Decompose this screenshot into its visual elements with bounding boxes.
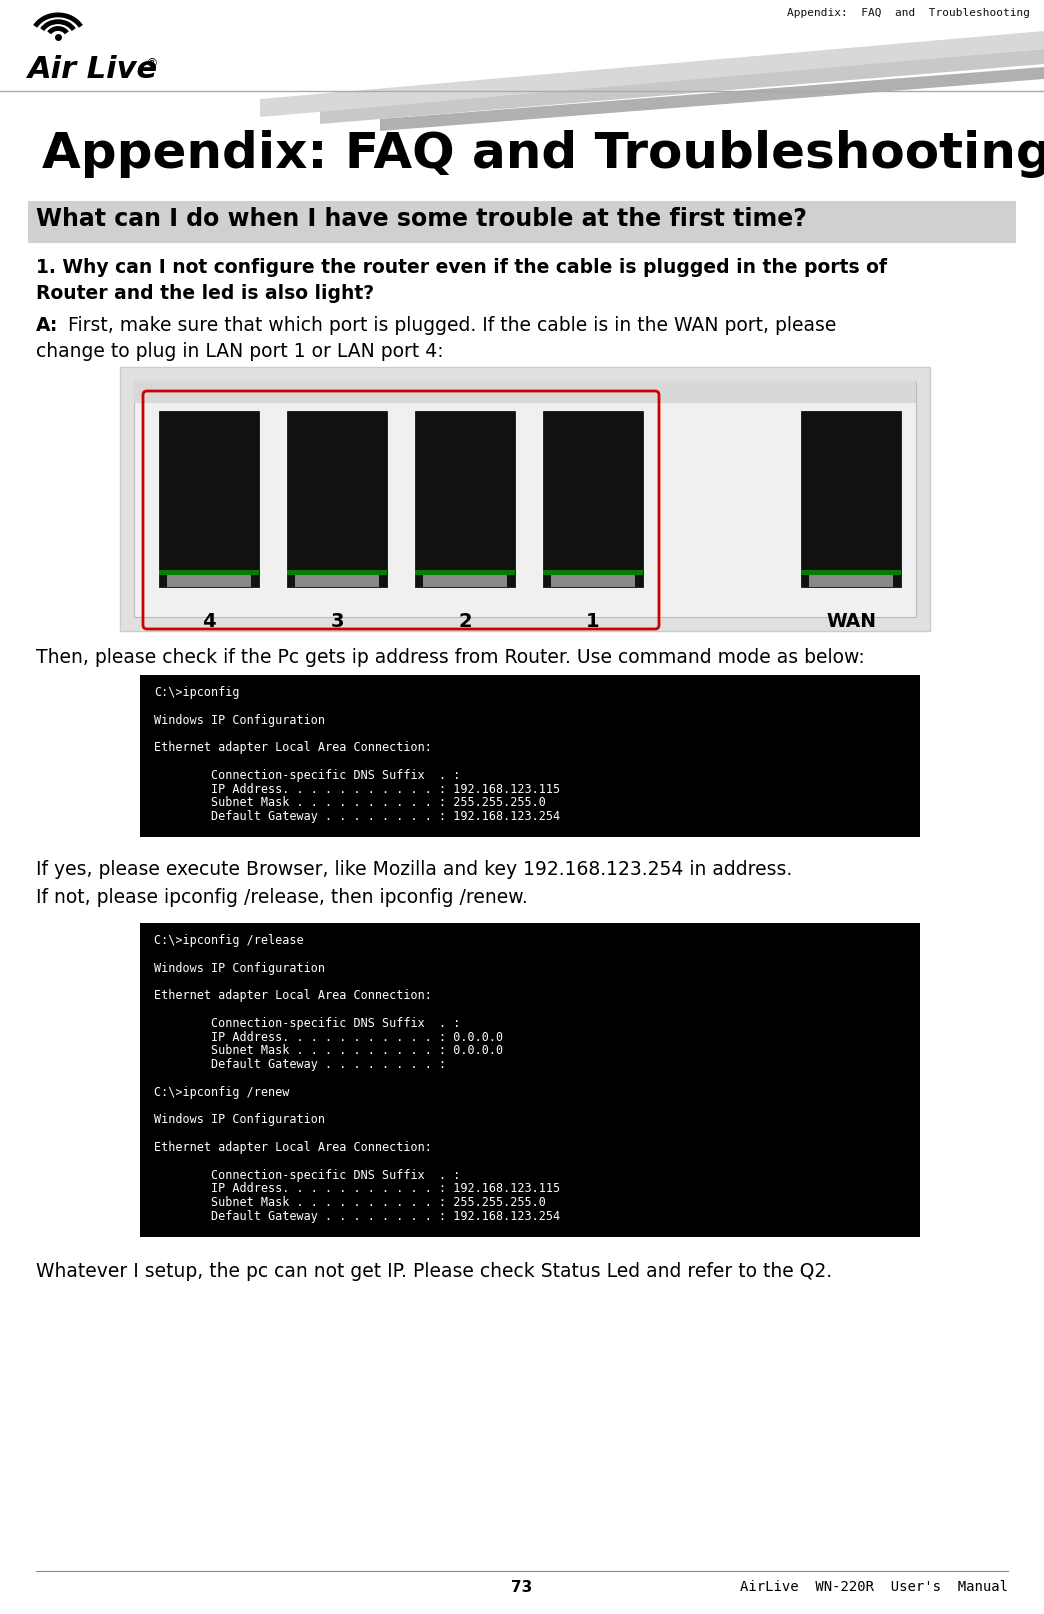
Text: Subnet Mask . . . . . . . . . . : 255.255.255.0: Subnet Mask . . . . . . . . . . : 255.25… <box>155 796 546 809</box>
Text: A:: A: <box>35 316 58 334</box>
Text: Windows IP Configuration: Windows IP Configuration <box>155 960 325 973</box>
Bar <box>295 576 379 587</box>
Text: Then, please check if the Pc gets ip address from Router. Use command mode as be: Then, please check if the Pc gets ip add… <box>35 647 864 667</box>
Text: Default Gateway . . . . . . . . :: Default Gateway . . . . . . . . : <box>155 1057 446 1070</box>
Text: IP Address. . . . . . . . . . . : 0.0.0.0: IP Address. . . . . . . . . . . : 0.0.0.… <box>155 1030 503 1043</box>
Text: Subnet Mask . . . . . . . . . . : 0.0.0.0: Subnet Mask . . . . . . . . . . : 0.0.0.… <box>155 1044 503 1057</box>
Text: Ethernet adapter Local Area Connection:: Ethernet adapter Local Area Connection: <box>155 741 432 754</box>
Text: Windows IP Configuration: Windows IP Configuration <box>155 713 325 726</box>
Text: 73: 73 <box>512 1578 532 1595</box>
Text: If yes, please execute Browser, like Mozilla and key 192.168.123.254 in address.: If yes, please execute Browser, like Moz… <box>35 860 792 878</box>
Bar <box>287 412 387 587</box>
Bar <box>134 383 916 404</box>
Text: First, make sure that which port is plugged. If the cable is in the WAN port, pl: First, make sure that which port is plug… <box>68 316 836 334</box>
Text: Connection-specific DNS Suffix  . :: Connection-specific DNS Suffix . : <box>155 768 460 781</box>
Text: 1: 1 <box>586 612 600 631</box>
Bar <box>140 923 920 1236</box>
Text: Default Gateway . . . . . . . . : 192.168.123.254: Default Gateway . . . . . . . . : 192.16… <box>155 1209 561 1222</box>
Bar <box>416 412 515 587</box>
Text: change to plug in LAN port 1 or LAN port 4:: change to plug in LAN port 1 or LAN port… <box>35 342 444 362</box>
Text: C:\>ipconfig /release: C:\>ipconfig /release <box>155 933 304 946</box>
Bar <box>159 412 259 587</box>
Text: IP Address. . . . . . . . . . . : 192.168.123.115: IP Address. . . . . . . . . . . : 192.16… <box>155 1181 561 1194</box>
Bar <box>28 202 1016 244</box>
Text: AirLive  WN-220R  User's  Manual: AirLive WN-220R User's Manual <box>740 1578 1009 1593</box>
Text: Ethernet adapter Local Area Connection:: Ethernet adapter Local Area Connection: <box>155 989 432 1002</box>
Text: Ethernet adapter Local Area Connection:: Ethernet adapter Local Area Connection: <box>155 1141 432 1154</box>
Text: Subnet Mask . . . . . . . . . . : 255.255.255.0: Subnet Mask . . . . . . . . . . : 255.25… <box>155 1196 546 1209</box>
Text: Appendix: FAQ and Troubleshooting: Appendix: FAQ and Troubleshooting <box>42 129 1044 178</box>
Bar <box>801 571 901 576</box>
Bar <box>134 383 916 618</box>
Text: Router and the led is also light?: Router and the led is also light? <box>35 284 374 303</box>
Polygon shape <box>380 68 1044 132</box>
Text: 2: 2 <box>458 612 472 631</box>
Text: ®: ® <box>145 56 158 69</box>
Bar <box>551 576 635 587</box>
Text: C:\>ipconfig /renew: C:\>ipconfig /renew <box>155 1085 289 1098</box>
Text: Connection-specific DNS Suffix  . :: Connection-specific DNS Suffix . : <box>155 1169 460 1181</box>
Bar <box>167 576 251 587</box>
Text: Connection-specific DNS Suffix  . :: Connection-specific DNS Suffix . : <box>155 1017 460 1030</box>
Text: IP Address. . . . . . . . . . . : 192.168.123.115: IP Address. . . . . . . . . . . : 192.16… <box>155 783 561 796</box>
Bar <box>423 576 507 587</box>
Text: 4: 4 <box>203 612 216 631</box>
Bar <box>159 571 259 576</box>
Text: Air Live: Air Live <box>28 55 158 84</box>
Bar <box>543 412 643 587</box>
Text: Appendix:  FAQ  and  Troubleshooting: Appendix: FAQ and Troubleshooting <box>787 8 1030 18</box>
Bar <box>809 576 893 587</box>
Text: Windows IP Configuration: Windows IP Configuration <box>155 1112 325 1125</box>
Text: C:\>ipconfig: C:\>ipconfig <box>155 686 239 699</box>
Bar <box>140 676 920 838</box>
Bar <box>801 412 901 587</box>
Text: WAN: WAN <box>826 612 876 631</box>
Polygon shape <box>260 32 1044 118</box>
Text: 1. Why can I not configure the router even if the cable is plugged in the ports : 1. Why can I not configure the router ev… <box>35 258 887 278</box>
Polygon shape <box>321 50 1044 124</box>
Text: Whatever I setup, the pc can not get IP. Please check Status Led and refer to th: Whatever I setup, the pc can not get IP.… <box>35 1261 832 1280</box>
Text: What can I do when I have some trouble at the first time?: What can I do when I have some trouble a… <box>35 207 807 231</box>
Text: 3: 3 <box>330 612 343 631</box>
Bar <box>120 368 930 631</box>
Bar <box>287 571 387 576</box>
Bar <box>416 571 515 576</box>
Text: If not, please ipconfig /release, then ipconfig /renew.: If not, please ipconfig /release, then i… <box>35 888 528 907</box>
Text: Default Gateway . . . . . . . . : 192.168.123.254: Default Gateway . . . . . . . . : 192.16… <box>155 810 561 823</box>
Bar <box>543 571 643 576</box>
